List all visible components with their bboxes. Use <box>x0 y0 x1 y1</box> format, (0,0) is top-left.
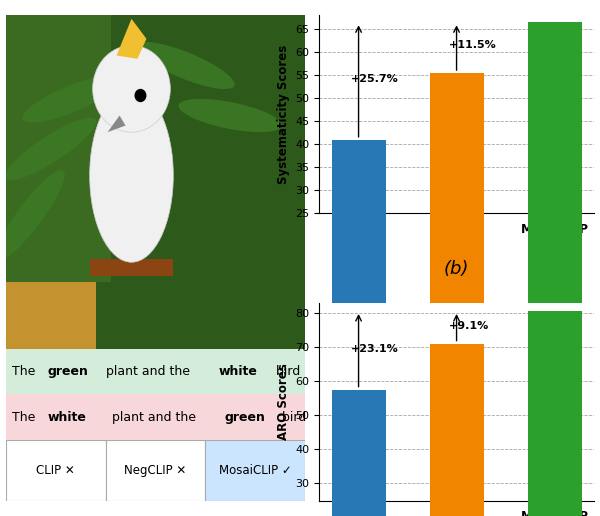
Text: The: The <box>12 411 40 424</box>
Text: plant and the: plant and the <box>101 365 194 378</box>
Bar <box>332 140 386 329</box>
Text: +25.7%: +25.7% <box>351 74 398 84</box>
Ellipse shape <box>179 99 281 132</box>
Y-axis label: ARO Scores: ARO Scores <box>277 363 290 440</box>
Text: +11.5%: +11.5% <box>449 40 496 51</box>
Y-axis label: Systematicity Scores: Systematicity Scores <box>277 45 290 184</box>
Ellipse shape <box>136 42 235 89</box>
Text: plant and the: plant and the <box>107 411 200 424</box>
Bar <box>205 440 305 501</box>
Ellipse shape <box>5 118 97 180</box>
Text: +9.1%: +9.1% <box>449 320 489 331</box>
Circle shape <box>92 45 170 132</box>
Bar <box>6 199 305 349</box>
Ellipse shape <box>98 139 165 238</box>
Polygon shape <box>116 19 146 59</box>
Bar <box>332 390 386 516</box>
Ellipse shape <box>22 75 121 122</box>
Text: +23.1%: +23.1% <box>351 344 398 353</box>
Bar <box>89 259 173 276</box>
Bar <box>6 349 305 394</box>
Text: white: white <box>218 365 257 378</box>
Bar <box>106 440 205 501</box>
Text: white: white <box>48 411 87 424</box>
Text: green: green <box>48 365 89 378</box>
Text: bird: bird <box>278 411 306 424</box>
Text: CLIP ✕: CLIP ✕ <box>37 464 75 477</box>
Bar <box>6 15 140 349</box>
Bar <box>6 440 106 501</box>
Text: NegCLIP ✕: NegCLIP ✕ <box>124 464 187 477</box>
Bar <box>527 311 581 516</box>
Bar <box>6 394 305 440</box>
Text: green: green <box>224 411 265 424</box>
Text: MosaiCLIP ✓: MosaiCLIP ✓ <box>218 464 292 477</box>
Polygon shape <box>107 116 125 132</box>
Circle shape <box>134 89 146 102</box>
Text: The: The <box>12 365 40 378</box>
Bar <box>527 22 581 329</box>
Bar <box>6 15 110 282</box>
Ellipse shape <box>89 89 173 262</box>
Text: (b): (b) <box>444 260 469 278</box>
Ellipse shape <box>0 170 65 261</box>
Bar <box>430 73 484 329</box>
Text: bird: bird <box>272 365 300 378</box>
Bar <box>430 344 484 516</box>
Bar <box>95 15 305 349</box>
